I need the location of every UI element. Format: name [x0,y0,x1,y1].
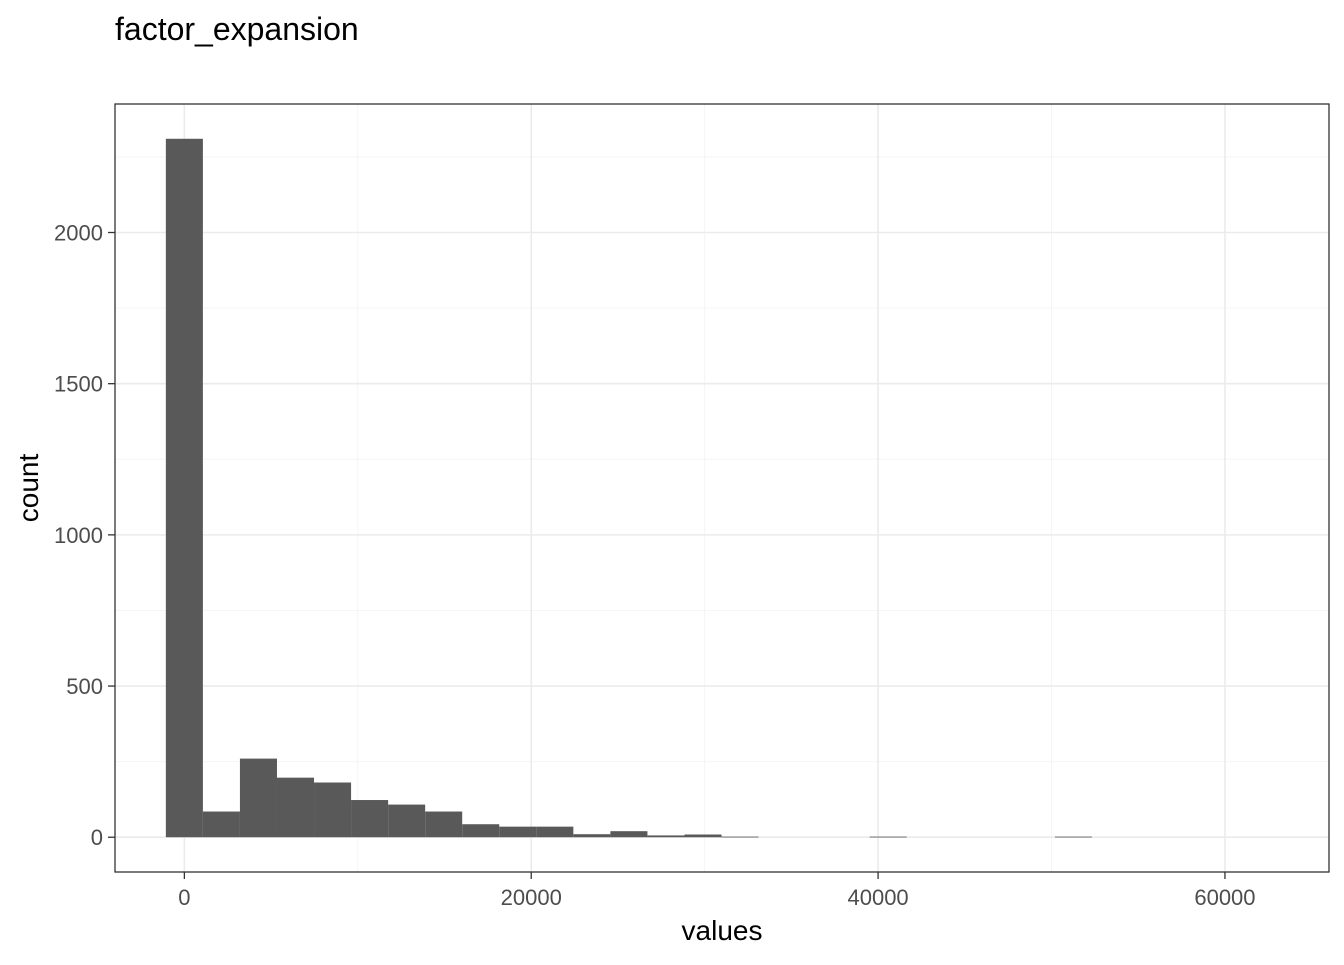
histogram-bar [869,836,907,838]
histogram-bar [721,836,759,838]
histogram-bar [425,811,463,838]
grid-lines [115,104,1329,872]
histogram-bar [462,824,500,838]
histogram-bar [239,758,277,838]
histogram-bar [499,826,537,838]
histogram-bars [165,138,1092,838]
histogram-bar [684,834,722,838]
x-axis: 0 20000 40000 60000 [178,872,1256,910]
histogram-bar [1054,836,1092,838]
histogram-bar [276,777,315,838]
y-tick-label: 1500 [54,372,103,397]
y-axis: 0 500 1000 1500 2000 [54,221,115,850]
y-tick-label: 500 [66,674,103,699]
x-tick-label: 20000 [501,885,562,910]
histogram-bar [536,826,574,838]
histogram-bar [610,831,648,838]
histogram-bar [202,811,240,838]
histogram-bar [314,782,352,838]
y-axis-title: count [13,454,44,523]
y-tick-label: 2000 [54,221,103,246]
panel-border [114,103,1330,873]
histogram-bar [573,834,611,838]
y-tick-label: 0 [91,825,103,850]
histogram-bar [388,804,426,838]
x-tick-label: 60000 [1194,885,1255,910]
y-tick-label: 1000 [54,523,103,548]
x-axis-title: values [682,915,763,946]
histogram-bar [165,138,203,838]
x-tick-label: 0 [178,885,190,910]
chart-title: factor_expansion [115,11,359,47]
histogram-bar [647,835,685,838]
histogram-bar [351,800,389,838]
x-tick-label: 40000 [847,885,908,910]
